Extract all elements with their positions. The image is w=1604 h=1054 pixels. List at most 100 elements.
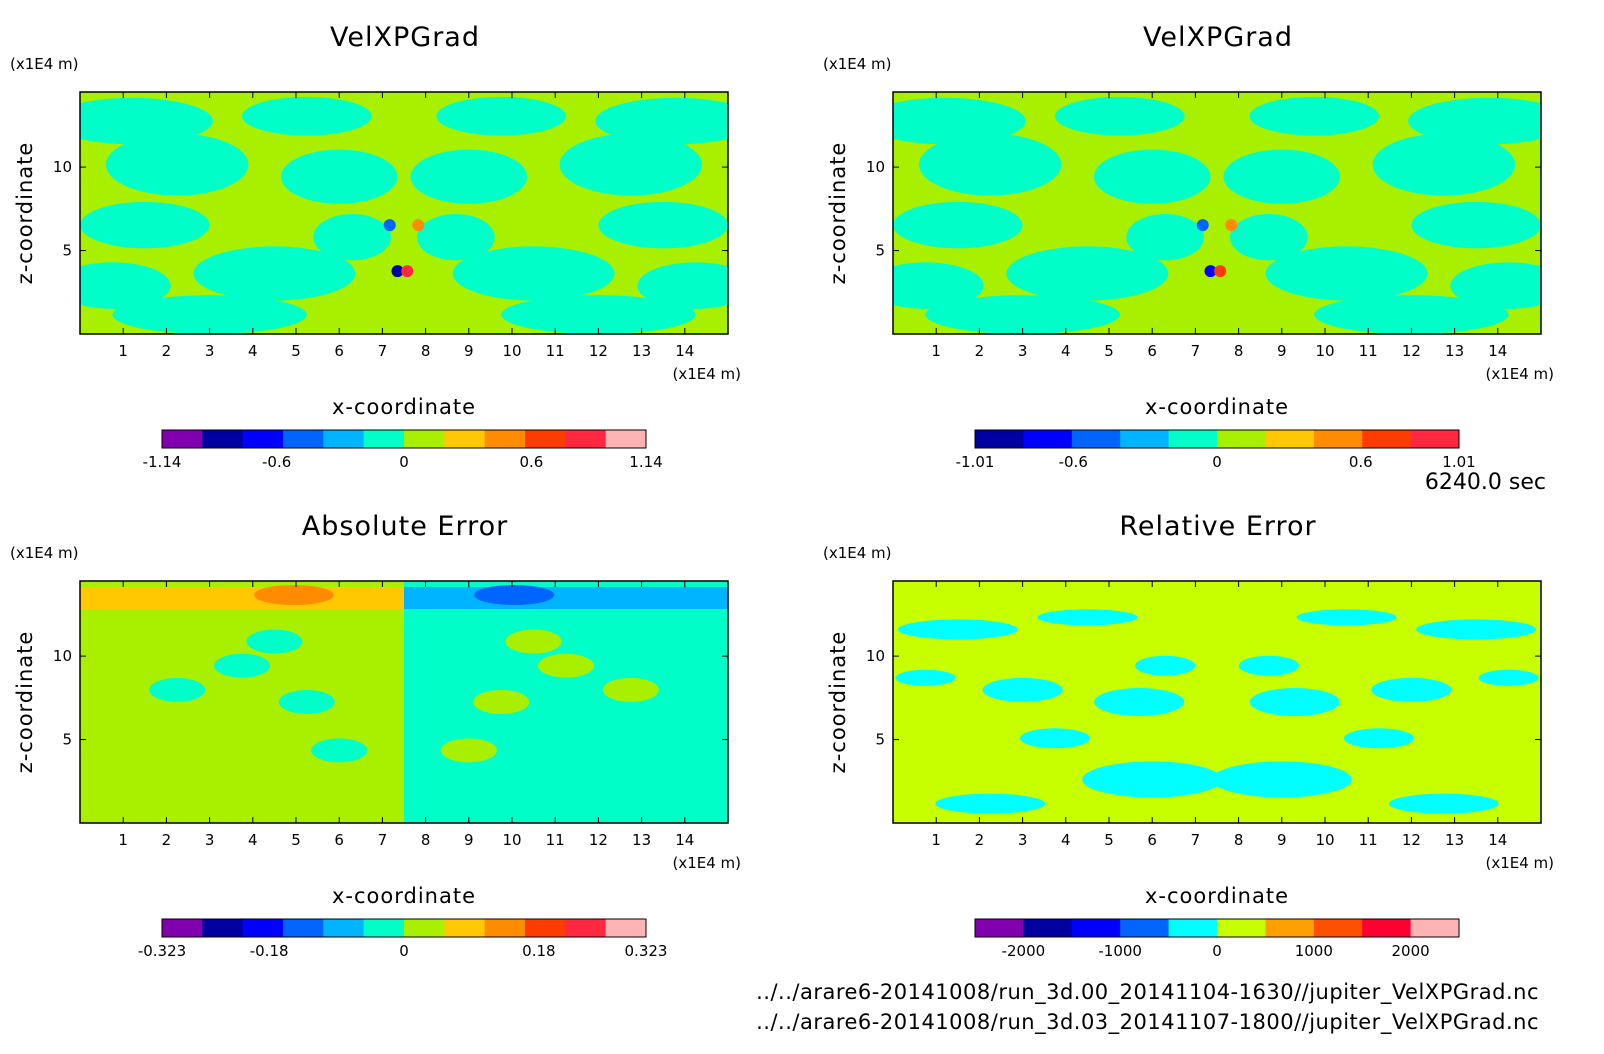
field-blob [280,149,398,204]
x-tick-label: 8 [421,342,431,360]
colorbar-swatch [242,919,284,937]
field-blob [278,690,335,714]
panel-title: Relative Error [1119,511,1316,542]
field-blob [893,201,1023,249]
field-blob [80,262,171,309]
colorbar-tick-label: 0 [1212,942,1222,960]
plot-frame [79,91,729,335]
x-tick-label: 8 [421,831,431,849]
field-band [80,587,404,609]
x-tick-label: 3 [1018,342,1028,360]
x-tick-label: 10 [502,831,521,849]
field-blob [538,653,594,678]
colorbar-swatch [605,430,647,448]
panel-2: Absolute Error(x1E4 m)(x1E4 m)1 2 3 4 5 6 7 8 9 1… [10,511,741,960]
panel-title: Absolute Error [302,511,508,542]
x-tick-label: 12 [1402,831,1421,849]
x-tick-label: 9 [1277,342,1287,360]
field-blob [1371,677,1452,702]
x-unit-label: (x1E4 m) [1485,365,1554,383]
field-1 [893,92,1541,334]
x-tick-label: 11 [1359,831,1378,849]
x-axis-label: x-coordinate [332,884,476,908]
x-tick-label: 2 [975,342,985,360]
field-blob [1020,728,1090,749]
colorbar-swatch [283,919,324,937]
field-blob [897,619,1018,640]
plot-frame [79,580,729,824]
field-blob [1296,609,1397,626]
field-blob [1372,133,1516,196]
colorbar-swatch [975,430,1024,448]
x-tick-label: 14 [1488,831,1507,849]
colorbar-swatch [404,430,445,448]
panel-0: VelXPGrad(x1E4 m)(x1E4 m)1 2 3 4 5 6 7 8 9 10 11 12… [10,22,741,471]
colorbar-tick-label: 1.14 [629,453,662,471]
field-blob [1238,655,1299,676]
field-blob [1249,688,1340,716]
x-tick-label: 14 [1488,342,1507,360]
colorbar-tick-label: -1.14 [143,453,182,471]
field-blob [241,96,372,136]
field-blob [416,213,495,261]
field-blob [80,201,210,249]
x-tick-label: 8 [1234,831,1244,849]
file-path-1: ../../arare6-20141008/run_3d.00_20141104… [756,980,1539,1004]
x-tick-label: 2 [162,831,172,849]
x-tick-label: 1 [118,342,128,360]
x-tick-label: 1 [931,831,941,849]
y-tick-label: 10 [866,158,885,176]
field-background [893,581,1541,823]
colorbar-swatch [444,430,486,448]
field-0 [80,92,728,334]
field-blob [1135,655,1196,676]
x-tick-label: 12 [589,831,608,849]
x-tick-label: 1 [931,342,941,360]
y-tick-label: 5 [875,731,885,749]
colorbar-swatch [1265,430,1315,448]
colorbar-frame [161,918,647,938]
x-tick-label: 7 [1191,831,1201,849]
x-tick-label: 5 [291,342,301,360]
colorbar-swatch [1410,919,1460,937]
colorbar-tick-label: 0 [1212,453,1222,471]
y-unit-label: (x1E4 m) [823,55,892,73]
field-background [80,581,404,823]
field-blob [193,246,356,301]
field-blob [1408,97,1541,145]
colorbar-swatch [1168,430,1218,448]
colorbar-swatch [323,430,365,448]
colorbar-swatch [565,430,607,448]
x-tick-label: 11 [546,342,565,360]
x-tick-label: 9 [464,342,474,360]
field-blob [1211,761,1352,798]
field-blob [595,97,728,145]
panel-3: Relative Error(x1E4 m)(x1E4 m)1 2 3 4 5 6 7 8 9 1… [823,511,1554,960]
panel-1: VelXPGrad(x1E4 m)(x1E4 m)1 2 3 4 5 6 7 8 9 10 11 12… [823,22,1554,471]
field-blob [893,97,1026,145]
field-blob [1229,213,1308,261]
colorbar-tick-label: 0.6 [1349,453,1373,471]
x-tick-label: 4 [248,342,258,360]
x-tick-label: 3 [205,831,215,849]
field-blob [925,295,1120,334]
x-tick-label: 9 [464,831,474,849]
field-blob [1344,728,1414,749]
field-blob [559,133,703,196]
y-axis-label: z-coordinate [13,142,37,285]
x-tick-label: 13 [632,342,651,360]
x-tick-label: 10 [1315,831,1334,849]
panel-title: VelXPGrad [330,22,480,53]
x-tick-label: 10 [1315,342,1334,360]
field-spot [1214,265,1227,278]
colorbar-tick-label: 2000 [1392,942,1430,960]
field-blob [1478,669,1539,686]
field-blob [1450,262,1541,309]
field-spot [401,265,414,278]
field-blob [1126,213,1205,261]
colorbar-swatch [1023,919,1073,937]
x-unit-label: (x1E4 m) [672,365,741,383]
x-axis-label: x-coordinate [1145,395,1289,419]
colorbar-tick-label: 0 [399,942,409,960]
